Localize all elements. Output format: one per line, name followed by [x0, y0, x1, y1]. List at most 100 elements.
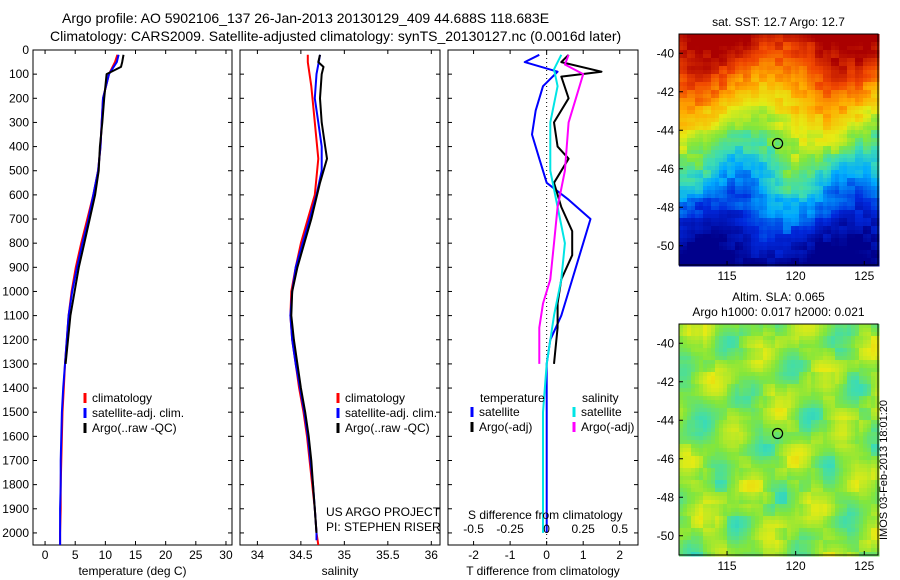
sla-map-frame: [678, 323, 879, 556]
map-y-tick-label: -40: [657, 336, 675, 350]
map-y-tick-label: -42: [657, 375, 675, 389]
legend-label: satellite-adj. clim.: [345, 406, 437, 420]
map-x-tick-label: 120: [786, 269, 806, 283]
map-y-tick-label: -50: [657, 529, 675, 543]
x-tick-label: 25: [189, 548, 203, 562]
y-tick-label: 2000: [2, 526, 29, 540]
y-tick-label: 1800: [2, 478, 29, 492]
x2-tick-label: -0.25: [496, 522, 524, 536]
map-x-tick-label: 125: [854, 559, 874, 573]
map-title: sat. SST: 12.7 Argo: 12.7: [712, 15, 845, 29]
x-tick-label: 35: [338, 548, 352, 562]
x-tick-label: 5: [72, 548, 79, 562]
map-x-tick-label: 120: [786, 559, 806, 573]
sst-map-panel: 115 120 125 -40 -42 -44 -46 -48 -50 sat. SST: 12.…: [657, 15, 880, 283]
x2-axis-label: S difference from climatology: [468, 508, 623, 522]
y-tick-label: 1200: [2, 333, 29, 347]
x-tick-label: 30: [219, 548, 233, 562]
map-x-tick-label: 125: [854, 269, 874, 283]
y-tick-label: 1000: [2, 284, 29, 298]
x2-tick-label: -0.5: [463, 522, 484, 536]
sst-map-cells: [679, 34, 880, 267]
legend-label: satellite-adj. clim.: [92, 406, 184, 420]
x2-tick-label: 0: [543, 522, 550, 536]
y-tick-label: 1600: [2, 429, 29, 443]
salinity-axes-box: [239, 49, 441, 546]
map-y-tick-label: -42: [657, 85, 675, 99]
y-tick-label: 900: [9, 260, 29, 274]
x-tick-label: 10: [99, 548, 113, 562]
series-line-argo-adj-: [538, 54, 585, 364]
sla-map-cells: [679, 324, 880, 557]
y-tick-label: 500: [9, 164, 29, 178]
legend-label: Argo(..raw -QC): [92, 421, 177, 435]
map-y-tick-label: -40: [657, 46, 675, 60]
series-line-satellite: [542, 54, 566, 533]
temperature-axes-box: [32, 49, 233, 546]
y-tick-label: 700: [9, 212, 29, 226]
difference-panel: -2 -1 0 1 2 T difference from climatology -0.5…: [447, 49, 639, 578]
y-tick-label: 800: [9, 236, 29, 250]
y-tick-label: 0: [22, 43, 29, 57]
legend-label: Argo(-adj): [479, 420, 532, 434]
y-tick-label: 600: [9, 188, 29, 202]
map-title: Altim. SLA: 0.065: [732, 290, 825, 304]
y-tick-label: 1300: [2, 357, 29, 371]
x2-tick-label: 0.25: [572, 522, 596, 536]
legend-label: Argo(..raw -QC): [345, 421, 430, 435]
map-y-tick-label: -46: [657, 162, 675, 176]
salinity-panel: 34 34.5 35 35.5 36 salinity climatologysatelli…: [239, 49, 441, 578]
x-tick-label: 34.5: [289, 548, 313, 562]
legend-label: climatology: [92, 391, 152, 405]
map-y-tick-label: -50: [657, 239, 675, 253]
argo-float-marker: [771, 427, 784, 440]
map-y-tick-label: -48: [657, 200, 675, 214]
map-title: Argo h1000: 0.017 h2000: 0.021: [692, 305, 864, 319]
sla-map-panel: 115 120 125 -40 -42 -44 -46 -48 -50 Altim. SLA: 0…: [657, 290, 880, 573]
x-tick-label: -2: [468, 548, 479, 562]
x-tick-label: -1: [505, 548, 516, 562]
y-tick-label: 400: [9, 140, 29, 154]
sst-map-frame: [678, 33, 879, 266]
x-tick-label: 20: [159, 548, 173, 562]
x-tick-label: 0: [543, 548, 550, 562]
x-tick-label: 1: [580, 548, 587, 562]
y-tick-label: 1500: [2, 405, 29, 419]
legend-label: Argo(-adj): [581, 420, 634, 434]
legend-group-title: temperature: [480, 391, 545, 405]
profile-title: Argo profile: AO 5902106_137 26-Jan-2013…: [62, 10, 550, 26]
map-y-tick-label: -48: [657, 490, 675, 504]
temperature-panel: 0 5 10 15 20 25 300100200300400500600700800900…: [2, 43, 233, 578]
y-tick-label: 1100: [3, 309, 29, 323]
x-axis-label: salinity: [322, 564, 359, 578]
legend-label: satellite: [479, 405, 520, 419]
x-tick-label: 0: [42, 548, 49, 562]
map-y-tick-label: -44: [657, 413, 675, 427]
y-tick-label: 1700: [2, 453, 29, 467]
climatology-subtitle: Climatology: CARS2009. Satellite-adjuste…: [50, 28, 622, 44]
y-tick-label: 200: [9, 91, 29, 105]
map-y-tick-label: -44: [657, 123, 675, 137]
legend-label: satellite: [581, 405, 622, 419]
legend-group-title: salinity: [582, 391, 619, 405]
project-annotation: PI: STEPHEN RISER: [326, 520, 441, 534]
argo-float-marker: [771, 137, 784, 150]
series-line-argo-raw-qc-: [290, 54, 328, 533]
y-tick-label: 1400: [2, 381, 29, 395]
map-x-tick-label: 115: [717, 559, 736, 573]
x-tick-label: 34: [251, 548, 265, 562]
x-tick-label: 36: [425, 548, 439, 562]
x-tick-label: 2: [616, 548, 623, 562]
y-tick-label: 300: [9, 115, 29, 129]
legend-label: climatology: [345, 391, 405, 405]
map-y-tick-label: -46: [657, 452, 675, 466]
x-tick-label: 15: [129, 548, 143, 562]
series-line-satellite: [523, 53, 592, 533]
y-tick-label: 1900: [2, 502, 29, 516]
y-tick-label: 100: [9, 67, 29, 81]
x-axis-label: T difference from climatology: [466, 564, 620, 578]
x2-tick-label: 0.5: [611, 522, 628, 536]
project-annotation: US ARGO PROJECT: [326, 505, 441, 519]
map-x-tick-label: 115: [717, 269, 736, 283]
